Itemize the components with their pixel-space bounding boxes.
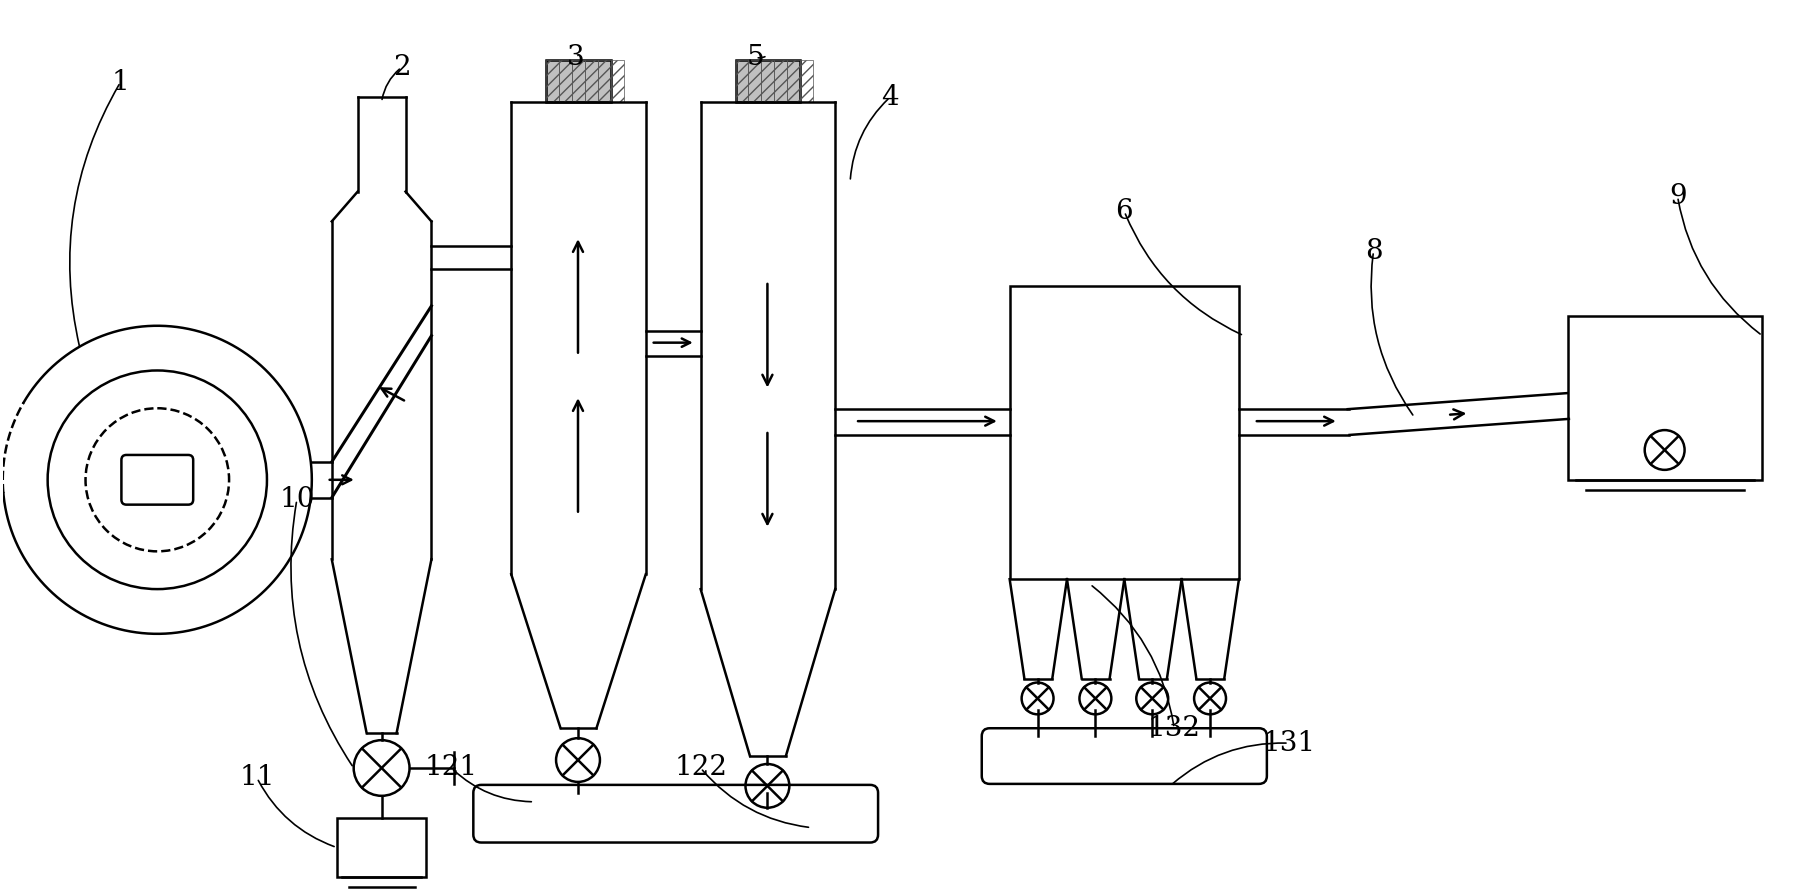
Text: 5: 5 xyxy=(747,44,765,71)
Text: 8: 8 xyxy=(1366,238,1382,265)
Text: 10: 10 xyxy=(280,486,314,513)
Text: 6: 6 xyxy=(1115,198,1133,225)
Bar xyxy=(547,61,612,102)
Text: 4: 4 xyxy=(880,84,898,111)
Text: 121: 121 xyxy=(424,755,478,781)
Text: 1: 1 xyxy=(112,69,130,96)
Bar xyxy=(1010,286,1239,579)
Text: 131: 131 xyxy=(1263,730,1315,756)
Bar xyxy=(1568,316,1763,480)
Text: 3: 3 xyxy=(566,44,584,71)
Bar xyxy=(736,61,801,102)
Bar xyxy=(337,818,426,877)
Text: 122: 122 xyxy=(675,755,727,781)
Text: 2: 2 xyxy=(393,54,410,80)
Text: 132: 132 xyxy=(1147,714,1201,742)
Text: 9: 9 xyxy=(1669,183,1687,210)
Text: 11: 11 xyxy=(240,764,274,791)
